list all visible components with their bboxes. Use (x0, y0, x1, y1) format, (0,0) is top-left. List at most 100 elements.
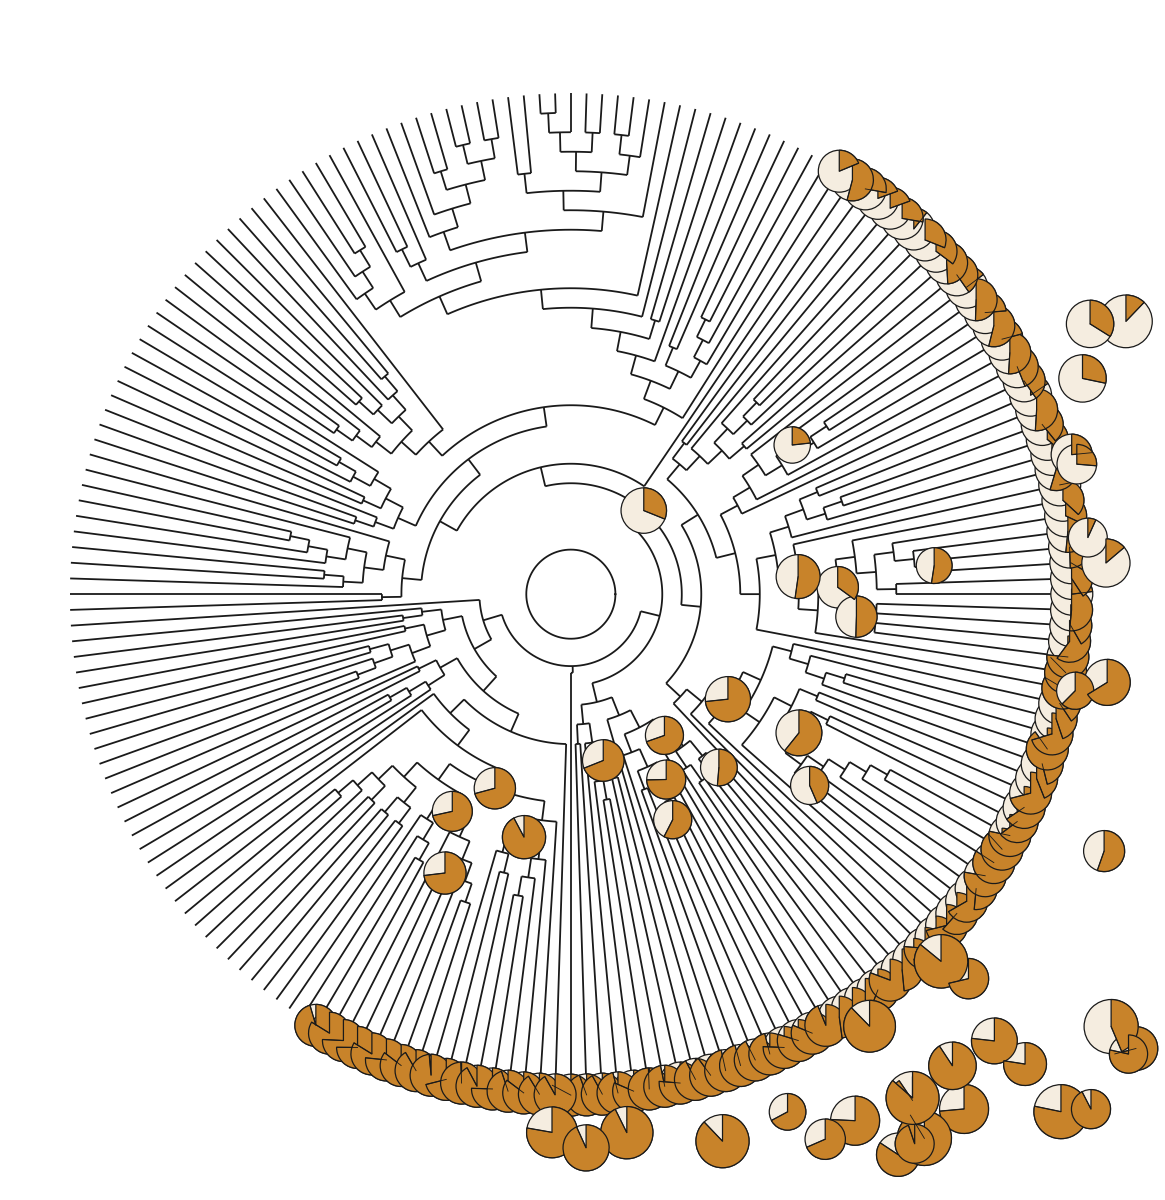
Circle shape (897, 1111, 952, 1165)
Wedge shape (847, 158, 874, 200)
Wedge shape (974, 868, 997, 910)
Circle shape (474, 768, 515, 809)
Circle shape (1003, 1043, 1046, 1086)
Wedge shape (644, 488, 666, 520)
Wedge shape (1125, 295, 1144, 322)
Circle shape (989, 332, 1031, 374)
Wedge shape (986, 292, 1007, 312)
Wedge shape (965, 854, 1007, 896)
Wedge shape (1071, 605, 1092, 644)
Circle shape (351, 1033, 393, 1075)
Wedge shape (777, 1020, 819, 1062)
Circle shape (817, 566, 859, 608)
Circle shape (915, 935, 968, 988)
Wedge shape (856, 596, 877, 637)
Circle shape (845, 978, 887, 1020)
Circle shape (675, 1058, 716, 1100)
Wedge shape (1115, 1027, 1158, 1070)
Circle shape (527, 1106, 578, 1158)
Wedge shape (1057, 620, 1090, 662)
Wedge shape (1017, 346, 1038, 386)
Wedge shape (1082, 355, 1107, 383)
Wedge shape (309, 1012, 351, 1054)
Circle shape (696, 1115, 749, 1168)
Wedge shape (989, 815, 1031, 857)
Wedge shape (1109, 1034, 1148, 1073)
Circle shape (1022, 403, 1064, 445)
Wedge shape (902, 949, 923, 991)
Wedge shape (1037, 757, 1058, 798)
Circle shape (1059, 355, 1107, 402)
Circle shape (410, 1055, 452, 1097)
Wedge shape (839, 150, 859, 172)
Circle shape (502, 816, 545, 859)
Wedge shape (323, 1020, 365, 1062)
Wedge shape (795, 554, 820, 599)
Wedge shape (956, 254, 977, 292)
Wedge shape (647, 716, 684, 755)
Wedge shape (1032, 713, 1073, 755)
Wedge shape (351, 1033, 393, 1075)
Circle shape (1048, 620, 1090, 662)
Circle shape (456, 1066, 497, 1108)
Circle shape (1068, 518, 1107, 557)
Wedge shape (596, 1072, 638, 1114)
Wedge shape (1055, 697, 1076, 739)
Wedge shape (831, 1096, 880, 1145)
Wedge shape (1052, 433, 1072, 455)
Wedge shape (1026, 728, 1068, 770)
Wedge shape (563, 1124, 609, 1171)
Circle shape (1016, 389, 1058, 431)
Wedge shape (806, 1120, 846, 1159)
Circle shape (1057, 444, 1096, 484)
Circle shape (1051, 558, 1093, 600)
Wedge shape (395, 1050, 437, 1092)
Circle shape (917, 547, 952, 583)
Circle shape (818, 996, 860, 1038)
Circle shape (774, 427, 811, 463)
Wedge shape (475, 768, 515, 809)
Circle shape (550, 1074, 592, 1116)
Wedge shape (456, 1066, 497, 1108)
Wedge shape (749, 1033, 791, 1075)
Circle shape (904, 218, 946, 260)
Circle shape (996, 800, 1038, 842)
Wedge shape (628, 1068, 670, 1110)
Circle shape (805, 1120, 846, 1159)
Circle shape (1010, 772, 1052, 814)
Wedge shape (1047, 636, 1089, 678)
Circle shape (946, 266, 988, 308)
Circle shape (1039, 683, 1081, 725)
Circle shape (791, 767, 828, 804)
Circle shape (503, 1072, 545, 1114)
Circle shape (926, 242, 968, 284)
Wedge shape (926, 905, 968, 947)
Circle shape (1051, 434, 1093, 475)
Wedge shape (1069, 589, 1093, 631)
Circle shape (380, 1044, 422, 1086)
Wedge shape (601, 1106, 652, 1159)
Circle shape (955, 868, 997, 910)
Wedge shape (869, 959, 911, 1001)
Wedge shape (771, 1093, 806, 1130)
Circle shape (566, 1074, 608, 1116)
Wedge shape (380, 1044, 422, 1086)
Wedge shape (566, 1074, 608, 1116)
Circle shape (832, 158, 874, 200)
Circle shape (818, 150, 860, 192)
Wedge shape (734, 1039, 776, 1081)
Circle shape (1072, 1090, 1110, 1129)
Wedge shape (664, 800, 692, 839)
Circle shape (1031, 713, 1073, 755)
Circle shape (948, 959, 989, 998)
Wedge shape (581, 1073, 623, 1115)
Circle shape (1035, 449, 1076, 491)
Wedge shape (942, 893, 977, 935)
Circle shape (395, 1050, 437, 1092)
Wedge shape (1062, 672, 1094, 709)
Circle shape (845, 168, 887, 210)
Circle shape (518, 1073, 560, 1115)
Wedge shape (518, 1073, 560, 1115)
Wedge shape (1047, 419, 1068, 452)
Wedge shape (472, 1068, 514, 1110)
